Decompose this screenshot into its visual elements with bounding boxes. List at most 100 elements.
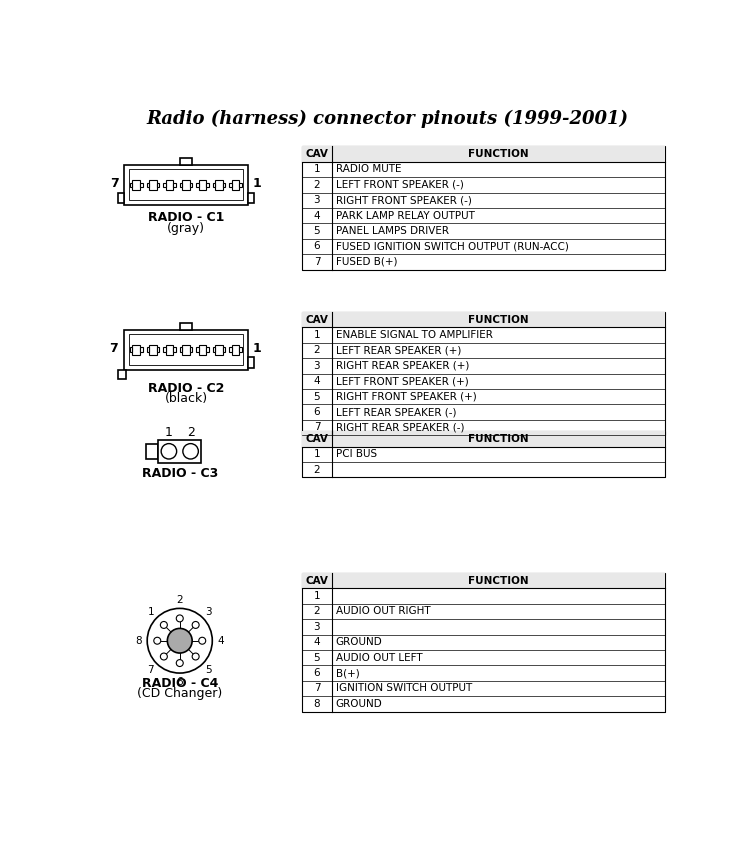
Bar (240, 348, 242, 352)
Bar (129, 169, 243, 200)
Circle shape (160, 653, 167, 660)
Text: ENABLE SIGNAL TO AMPLIFIER: ENABLE SIGNAL TO AMPLIFIER (336, 330, 492, 340)
Text: RADIO - C2: RADIO - C2 (147, 381, 224, 394)
Bar (180, 158, 192, 165)
Bar (156, 348, 159, 352)
Text: RADIO - C1: RADIO - C1 (147, 211, 224, 224)
Bar (180, 183, 182, 187)
Bar (130, 183, 132, 187)
Text: LEFT FRONT SPEAKER (+): LEFT FRONT SPEAKER (+) (336, 376, 468, 386)
Bar (124, 329, 248, 369)
Text: 6: 6 (314, 668, 321, 678)
Bar (190, 348, 192, 352)
Text: CAV: CAV (305, 576, 328, 586)
Text: RADIO - C4: RADIO - C4 (141, 677, 218, 690)
Text: 1: 1 (314, 330, 321, 340)
Bar (124, 165, 248, 205)
Bar (132, 179, 140, 190)
Text: LEFT FRONT SPEAKER (-): LEFT FRONT SPEAKER (-) (336, 179, 463, 190)
Text: 1: 1 (253, 342, 262, 355)
Bar (302, 312, 665, 435)
Bar (223, 348, 225, 352)
Bar (213, 183, 215, 187)
Text: (gray): (gray) (167, 221, 205, 234)
Text: 7: 7 (314, 683, 321, 694)
Bar (231, 179, 240, 190)
Circle shape (192, 653, 199, 660)
Bar (229, 183, 231, 187)
Bar (199, 345, 206, 355)
Text: 2: 2 (176, 595, 183, 605)
Text: 6: 6 (314, 407, 321, 417)
Bar (248, 357, 254, 368)
Bar (199, 179, 206, 190)
Text: Radio (harness) connector pinouts (1999-2001): Radio (harness) connector pinouts (1999-… (147, 109, 628, 127)
Bar (302, 431, 665, 447)
Text: RIGHT FRONT SPEAKER (+): RIGHT FRONT SPEAKER (+) (336, 392, 476, 401)
Bar (118, 369, 125, 379)
Bar (166, 179, 173, 190)
Bar (302, 147, 665, 270)
Text: FUNCTION: FUNCTION (468, 149, 528, 159)
Text: 1: 1 (314, 591, 321, 601)
Bar (231, 345, 240, 355)
Text: 6: 6 (176, 676, 183, 687)
Bar (223, 183, 225, 187)
Bar (166, 345, 173, 355)
Bar (206, 348, 209, 352)
Text: 7: 7 (314, 422, 321, 433)
Bar (132, 345, 140, 355)
Text: 1: 1 (147, 607, 154, 617)
Circle shape (176, 660, 183, 667)
Text: FUNCTION: FUNCTION (468, 434, 528, 444)
Text: (CD Changer): (CD Changer) (137, 688, 222, 701)
Circle shape (183, 444, 198, 459)
Text: 7: 7 (147, 665, 154, 675)
Text: 5: 5 (206, 665, 212, 675)
Text: 4: 4 (218, 636, 224, 646)
Text: 1: 1 (165, 427, 173, 440)
Bar (140, 183, 143, 187)
Bar (206, 183, 209, 187)
Bar (149, 345, 156, 355)
Text: PCI BUS: PCI BUS (336, 449, 376, 460)
Bar (149, 179, 156, 190)
Bar (182, 179, 190, 190)
Bar (140, 348, 143, 352)
Circle shape (147, 609, 212, 673)
Text: CAV: CAV (305, 315, 328, 324)
Circle shape (176, 615, 183, 622)
Text: 7: 7 (110, 177, 119, 190)
Text: RADIO - C3: RADIO - C3 (141, 467, 218, 480)
Text: FUNCTION: FUNCTION (468, 576, 528, 586)
Bar (146, 444, 158, 459)
Text: GROUND: GROUND (336, 637, 383, 648)
Text: 2: 2 (314, 345, 321, 355)
Circle shape (199, 637, 206, 644)
Text: GROUND: GROUND (336, 699, 383, 709)
Bar (229, 348, 231, 352)
Text: 5: 5 (314, 392, 321, 401)
Bar (213, 348, 215, 352)
Text: PANEL LAMPS DRIVER: PANEL LAMPS DRIVER (336, 226, 448, 236)
Text: (black): (black) (164, 393, 207, 406)
Text: IGNITION SWITCH OUTPUT: IGNITION SWITCH OUTPUT (336, 683, 472, 694)
Text: 7: 7 (314, 257, 321, 267)
Bar (180, 323, 192, 329)
Bar (302, 431, 665, 478)
Circle shape (153, 637, 161, 644)
Bar (302, 312, 665, 328)
Text: 3: 3 (206, 607, 212, 617)
Bar (158, 440, 201, 463)
Text: LEFT REAR SPEAKER (-): LEFT REAR SPEAKER (-) (336, 407, 456, 417)
Text: 1: 1 (253, 177, 262, 190)
Bar (182, 345, 190, 355)
Text: FUSED B(+): FUSED B(+) (336, 257, 397, 267)
Text: 3: 3 (314, 195, 321, 205)
Text: CAV: CAV (305, 149, 328, 159)
Text: AUDIO OUT RIGHT: AUDIO OUT RIGHT (336, 607, 430, 616)
Text: PARK LAMP RELAY OUTPUT: PARK LAMP RELAY OUTPUT (336, 211, 475, 221)
Bar (240, 183, 242, 187)
Bar (197, 183, 199, 187)
Text: FUNCTION: FUNCTION (468, 315, 528, 324)
